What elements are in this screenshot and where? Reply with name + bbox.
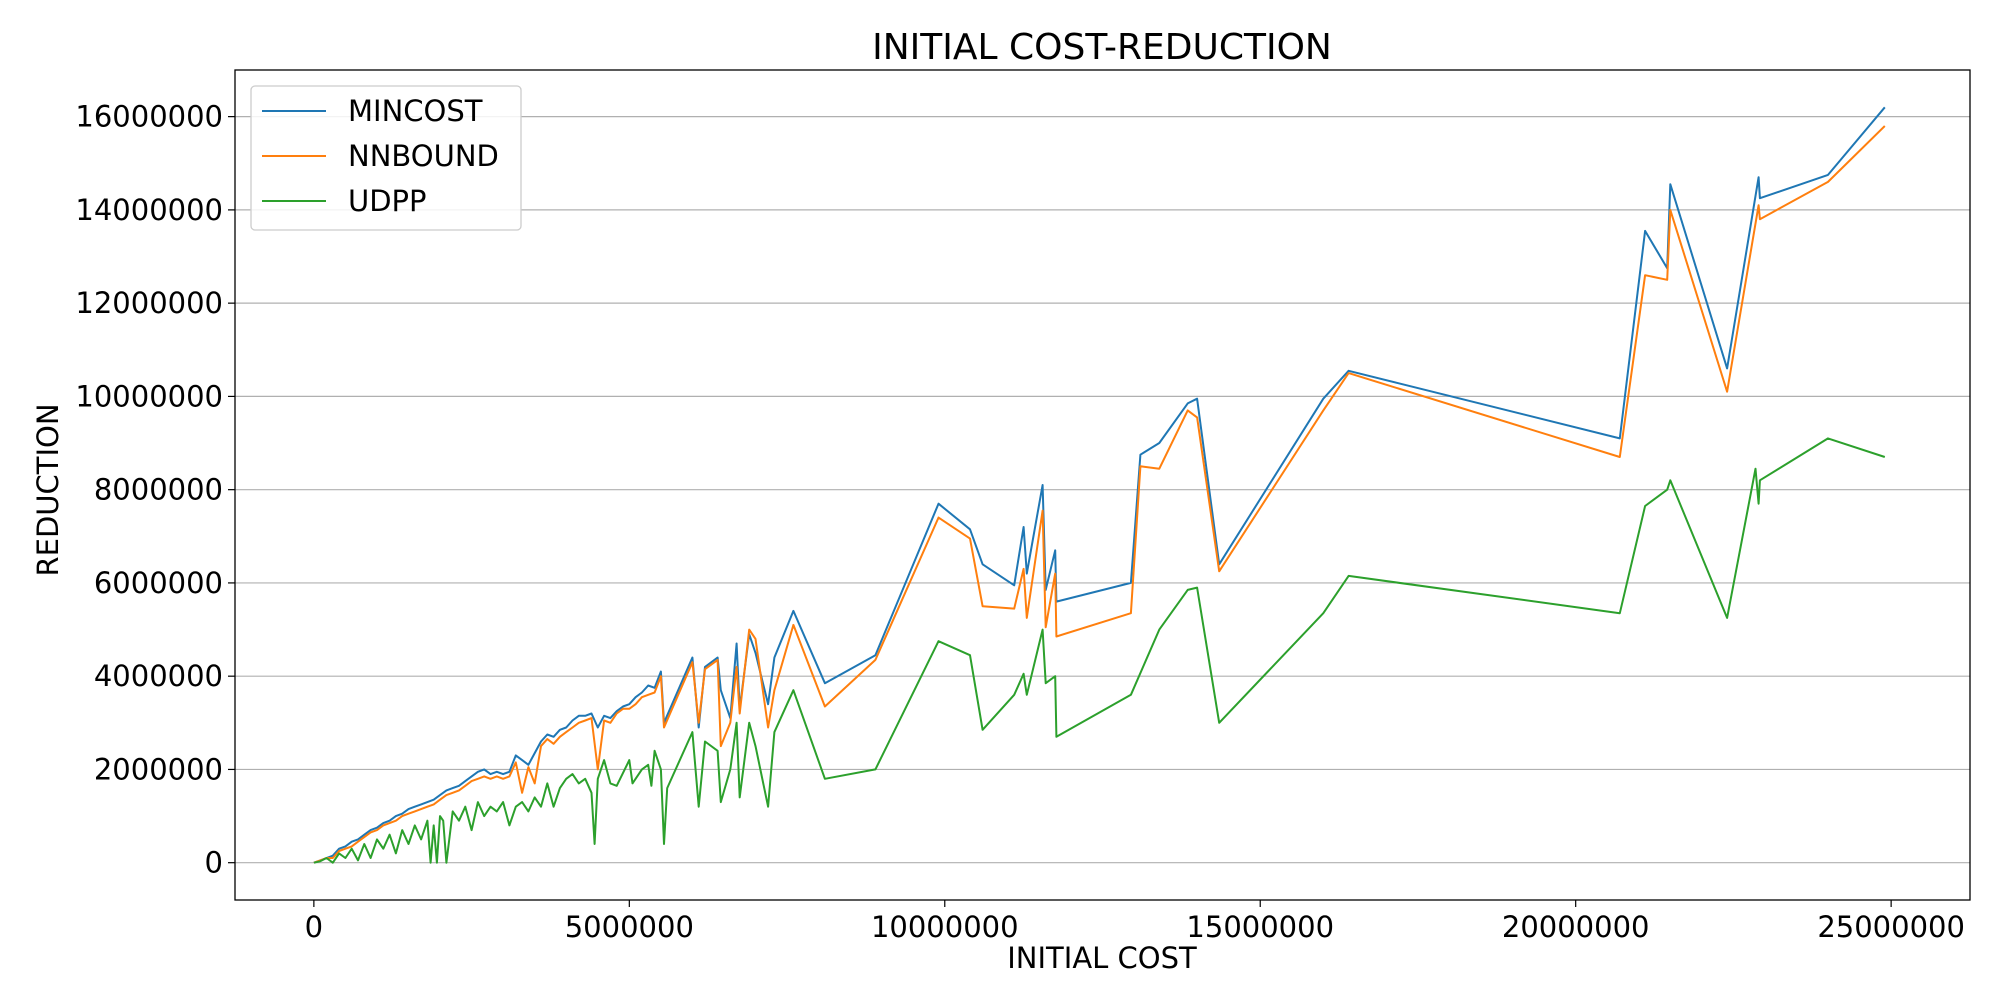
x-axis-label: INITIAL COST <box>1007 941 1197 975</box>
legend-item-mincost: MINCOST <box>262 94 483 128</box>
y-tick-label: 6000000 <box>94 566 223 600</box>
legend-item-udpp: UDPP <box>262 184 427 218</box>
series-line-nnbound <box>313 125 1886 864</box>
y-tick-label: 10000000 <box>75 379 223 413</box>
x-tick-label: 15000000 <box>1186 910 1334 944</box>
legend: MINCOST NNBOUND UDPP <box>250 85 522 231</box>
chart-title: INITIAL COST-REDUCTION <box>872 27 1332 68</box>
y-tick-label: 8000000 <box>94 473 223 507</box>
x-tick-label: 25000000 <box>1817 910 1965 944</box>
y-grid <box>235 116 1970 864</box>
legend-label-nnbound: NNBOUND <box>348 139 499 173</box>
legend-box <box>250 85 522 231</box>
legend-label-udpp: UDPP <box>348 184 427 218</box>
x-tick-label: 5000000 <box>565 910 694 944</box>
plot-area-frame <box>234 69 1971 901</box>
y-tick-label: 12000000 <box>75 286 223 320</box>
series-line-mincost <box>313 106 1886 864</box>
legend-item-nnbound: NNBOUND <box>262 139 499 173</box>
x-tick-label: 0 <box>305 910 323 944</box>
y-axis-label: REDUCTION <box>31 403 65 576</box>
y-tick-label: 16000000 <box>75 100 223 134</box>
y-tick-label: 4000000 <box>94 659 223 693</box>
y-tick-label: 2000000 <box>94 752 223 786</box>
y-axis: 0 2000000 4000000 6000000 8000000 10000000 120… <box>75 100 235 880</box>
x-axis: 0 5000000 10000000 15000000 20000000 25000000 <box>305 900 1965 944</box>
y-tick-label: 14000000 <box>75 193 223 227</box>
series-line-udpp <box>313 437 1886 864</box>
legend-label-mincost: MINCOST <box>348 94 483 128</box>
x-tick-label: 10000000 <box>871 910 1019 944</box>
x-tick-label: 20000000 <box>1502 910 1650 944</box>
series-group <box>313 106 1886 864</box>
y-tick-label: 0 <box>205 846 223 880</box>
